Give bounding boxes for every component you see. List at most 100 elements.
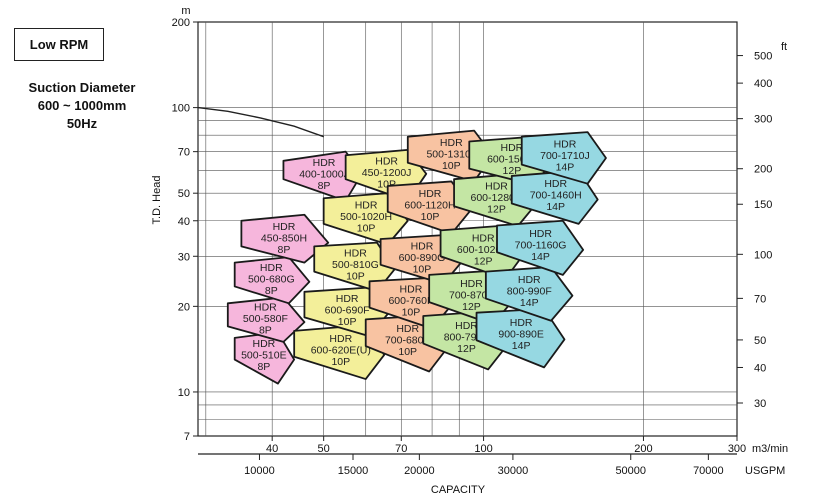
ft-tick-label: 200 <box>754 164 772 176</box>
pump-700-1160g <box>496 219 585 276</box>
pump-label-line: HDR <box>344 248 367 260</box>
x-axis-title: CAPACITY <box>431 484 486 496</box>
ft-tick-label: 70 <box>754 293 766 305</box>
ft-tick-label: 500 <box>754 51 772 63</box>
pump-label-line: 600-890G <box>399 252 446 264</box>
pump-label-line: 10P <box>402 307 421 319</box>
pump-label-line: 700-1460H <box>530 190 582 202</box>
y-tick-label: 30 <box>178 251 190 263</box>
limit-curve <box>197 106 324 138</box>
suction-label: Suction Diameter <box>28 80 136 95</box>
y-axis-title: T.D. Head <box>151 176 163 225</box>
pump-label-line: HDR <box>396 323 419 335</box>
pump-label-line: 12P <box>457 343 476 355</box>
x-tick-label: 300 <box>728 443 746 455</box>
ft-tick-label: 150 <box>754 199 772 211</box>
pump-label-line: 450-1200J <box>362 167 412 179</box>
pump-label-line: HDR <box>501 142 524 154</box>
usgpm-tick-label: 10000 <box>244 465 275 477</box>
pump-label-line: 10P <box>357 223 376 235</box>
pump-label-line: 10P <box>346 271 365 283</box>
diameter-range: 600 ~ 1000mm <box>37 98 127 113</box>
usgpm-tick-label: 20000 <box>404 465 435 477</box>
y-tick-label: 40 <box>178 216 190 228</box>
y-unit-label: m <box>181 5 190 17</box>
pump-label-line: 10P <box>398 346 417 358</box>
pump-label-line: 800-990F <box>507 286 552 298</box>
pump-label-line: 10P <box>421 211 440 223</box>
pump-label-line: 12P <box>503 165 522 177</box>
pump-label-line: HDR <box>510 317 533 329</box>
pump-label-line: 700-1710J <box>540 150 590 162</box>
pump-label-line: 700-680E <box>385 335 431 347</box>
pump-label-line: HDR <box>440 137 463 149</box>
y-tick-label: 7 <box>184 431 190 443</box>
pump-500-680g <box>233 256 311 305</box>
y-tick-label: 50 <box>178 188 190 200</box>
pump-label-line: 900-890E <box>498 329 544 341</box>
pump-label-line: HDR <box>336 293 359 305</box>
x-tick-label: 70 <box>395 443 407 455</box>
ft-tick-label: 300 <box>754 114 772 126</box>
pump-label-line: 10P <box>331 356 350 368</box>
pump-500-1020h <box>322 192 409 246</box>
frequency-label: 50Hz <box>66 116 98 131</box>
pump-label-line: 12P <box>462 301 481 313</box>
ft-tick-label: 100 <box>754 249 772 261</box>
pump-label-line: 500-580F <box>243 313 288 325</box>
pump-label-line: HDR <box>419 188 442 200</box>
pump-label-line: 600-620E(U) <box>311 344 371 356</box>
pump-label-line: 10P <box>338 316 357 328</box>
ft-tick-label: 40 <box>754 362 766 374</box>
rpm-label: Low RPM <box>29 37 89 52</box>
pump-label-line: HDR <box>485 181 508 193</box>
pump-label-line: HDR <box>472 233 495 245</box>
y-tick-label: 100 <box>172 103 190 115</box>
pump-label-line: HDR <box>313 157 336 169</box>
y-tick-label: 200 <box>172 17 190 29</box>
pump-label-line: 500-680G <box>248 273 295 285</box>
usgpm-tick-label: 70000 <box>693 465 724 477</box>
pump-label-line: 450-850H <box>261 232 307 244</box>
pump-label-line: HDR <box>411 240 434 252</box>
pump-label-line: 500-1020H <box>340 211 392 223</box>
pump-label-line: 600-1120H <box>404 199 455 211</box>
pump-label-line: 700-870F <box>449 289 494 301</box>
pump-700-1710j <box>520 131 607 185</box>
pump-label-line: HDR <box>375 155 398 167</box>
usgpm-unit-label: USGPM <box>745 465 785 477</box>
x-tick-label: 200 <box>634 443 652 455</box>
pump-label-line: 12P <box>487 204 506 216</box>
pump-label-line: 400-1000J <box>299 168 349 180</box>
pump-label-line: 14P <box>512 340 531 352</box>
pump-label-line: 600-760F <box>388 295 433 307</box>
pump-label-line: 8P <box>257 361 270 373</box>
pump-label-line: HDR <box>273 221 296 233</box>
pump-label-line: HDR <box>544 178 567 190</box>
pump-label-line: HDR <box>355 200 378 212</box>
pump-label-line: 8P <box>265 285 278 297</box>
pump-label-line: 14P <box>520 297 539 309</box>
pump-label-line: HDR <box>400 284 423 296</box>
usgpm-tick-label: 50000 <box>615 465 646 477</box>
ft-tick-label: 50 <box>754 335 766 347</box>
pump-label-line: HDR <box>254 302 277 314</box>
pump-label-line: HDR <box>455 320 478 332</box>
pump-600-1120h <box>386 180 473 235</box>
pump-label-line: 600-690F <box>325 304 370 316</box>
x-tick-label: 100 <box>474 443 492 455</box>
pump-label-line: 14P <box>556 162 575 174</box>
pump-label-line: 8P <box>278 244 291 256</box>
